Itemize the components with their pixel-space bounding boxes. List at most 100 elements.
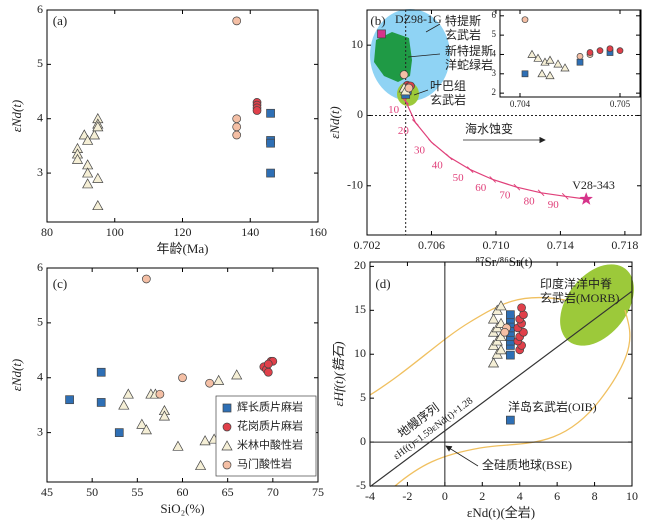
x-tick-label: 8 [592,489,598,503]
square-marker [576,58,584,66]
square-marker [506,310,515,320]
triangle-marker [553,59,563,68]
y-tick-label: 5 [492,29,497,39]
triangle-marker [560,63,570,72]
plot-frame [46,9,319,223]
x-tick-label: 140 [241,225,259,239]
y-tick-label: 6 [37,260,43,274]
annotation: 洋岛玄武岩(OIB) [508,399,597,414]
x-tick-label: 2 [479,489,485,503]
triangle-marker [495,300,507,311]
x-tick-label: 80 [41,225,53,239]
x-tick-label: 45 [41,485,53,499]
square-marker [377,29,386,39]
x-tick-label: 4 [517,489,523,503]
y-tick-label: 0 [357,107,363,121]
square-marker [266,108,275,118]
panel-label: (d) [375,276,390,291]
annotation: DZ98-1G [395,12,442,26]
mixing-tick [445,153,453,161]
circle-marker [576,53,584,60]
x-tick-label: 70 [267,485,279,499]
mixing-label: 90 [548,199,560,211]
x-tick-label: 100 [106,225,124,239]
x-tick-label: 0.702 [354,238,381,252]
annotation: 全硅质地球(BSE) [482,457,572,472]
x-axis-label: 年龄(Ma) [157,241,209,256]
mixing-tick [428,138,435,146]
triangle-marker [136,418,148,429]
y-tick-label: 4 [37,110,43,124]
x-axis-label: ⁸⁷Sr/⁸⁶Sr(t) [475,254,532,269]
mixing-tick [466,166,474,173]
circle-marker [596,47,604,54]
square-marker [96,398,106,407]
annotation: 叶巴组 [430,79,466,93]
mixing-tick [537,189,545,197]
circle-marker [232,16,242,26]
square-marker [506,415,515,425]
triangle-marker [213,374,225,385]
legend-marker [221,440,233,451]
line [369,290,633,488]
annotation: 印度洋洋中脊 [540,276,612,291]
y-tick-label: 10 [351,37,363,51]
triangle-marker [158,410,171,421]
circle-marker [263,367,273,377]
x-tick-label: 60 [177,485,189,499]
annotation: 洋蛇绿岩 [445,57,493,72]
circle-marker [155,389,165,399]
y-tick-label: -10 [347,178,363,192]
y-tick-label: 5 [37,56,43,70]
y-tick-label: 6 [37,2,43,16]
circle-marker [232,130,242,140]
star-marker [579,192,593,205]
plot-frame [369,261,633,487]
circle-marker [404,83,414,93]
x-tick-label: 65 [222,485,234,499]
square-marker [506,350,515,360]
triangle-marker [527,49,537,58]
circle-marker [517,303,526,313]
triangle-marker [537,69,547,78]
legend-label: 辉长质片麻岩 [237,400,303,414]
y-axis-label: εNd(t) [9,100,24,133]
circle-marker [205,378,214,388]
legend-label: 花岗质片麻岩 [237,419,303,433]
y-tick-label: 5 [37,315,43,329]
oib-boundary [394,309,631,487]
x-tick-label: -4 [365,489,375,503]
x-tick-label: 55 [131,485,143,499]
circle-marker [586,49,594,56]
triangle-marker [92,121,104,132]
triangle-marker [92,172,104,183]
y-tick-label: 5 [360,390,366,404]
triangle-marker [118,399,130,410]
y-tick-label: 2 [492,87,497,97]
x-tick-label: 0.718 [611,238,638,252]
x-tick-label: 0.706 [418,238,445,252]
triangle-marker [92,199,104,211]
triangle-marker [71,153,84,164]
annotation: 新特提斯 [445,43,493,58]
panel-label: (b) [370,13,385,28]
square-marker [521,70,529,78]
y-tick-label: 6 [492,10,497,20]
x-tick-label: -2 [402,489,412,503]
y-tick-label: 3 [492,68,497,78]
x-tick-label: 0.710 [482,238,509,252]
annotation: 玄武岩 [430,92,466,107]
y-tick-label: 4 [37,369,43,383]
morb-field [560,264,634,346]
square-marker [65,395,74,405]
mixing-label: 20 [398,125,410,137]
triangle-marker [82,178,94,189]
triangle-marker [172,440,184,451]
square-marker [266,168,275,178]
legend-label: 马门酸性岩 [237,457,292,471]
x-axis-label: SiO₂(%) [160,501,204,516]
point-label: V28-343 [572,178,615,192]
mixing-tick [489,176,497,183]
legend-box [215,395,317,477]
circle-marker [521,16,529,24]
